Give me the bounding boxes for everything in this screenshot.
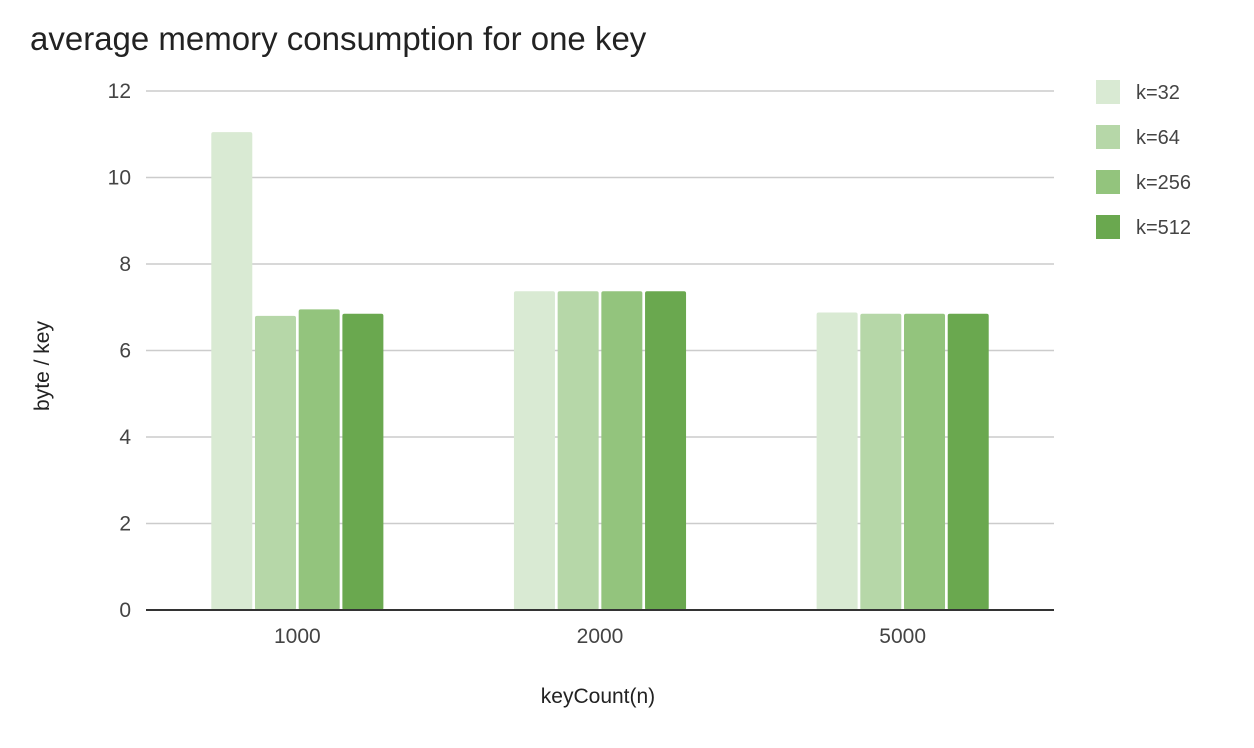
legend-label: k=32 [1136, 82, 1180, 104]
x-tick-label: 1000 [274, 625, 321, 648]
legend-label: k=512 [1136, 217, 1191, 239]
y-axis-title: byte / key [31, 321, 54, 411]
legend: k=32 k=64 k=256 k=512 [1096, 80, 1191, 239]
y-tick-label: 6 [119, 340, 131, 363]
legend-label: k=256 [1136, 172, 1191, 194]
y-tick-label: 2 [119, 513, 131, 536]
bar-k256-2000 [601, 291, 643, 610]
chart-title: average memory consumption for one key [30, 20, 647, 57]
x-tick-label: 5000 [879, 625, 926, 648]
y-tick-label: 10 [108, 167, 131, 190]
bar-k512-5000 [947, 313, 989, 610]
x-axis-title: keyCount(n) [541, 685, 655, 708]
bar-k512-2000 [645, 291, 687, 610]
y-tick-label: 8 [119, 253, 131, 276]
y-tick-label: 12 [108, 80, 131, 103]
axes: 0 2 4 6 8 10 12 1000 2000 5000 [108, 80, 1054, 648]
bar-k32-5000 [816, 312, 858, 610]
x-tick-label: 2000 [577, 625, 624, 648]
bar-k256-5000 [904, 313, 946, 610]
bar-k32-2000 [513, 291, 555, 610]
bar-k64-5000 [860, 313, 902, 610]
legend-swatch [1096, 170, 1120, 194]
bar-k512-1000 [342, 313, 384, 610]
bar-k256-1000 [298, 309, 340, 610]
legend-label: k=64 [1136, 127, 1180, 149]
bar-k64-1000 [254, 315, 296, 610]
bar-k32-1000 [211, 132, 253, 610]
legend-swatch [1096, 215, 1120, 239]
gridlines [146, 90, 1054, 525]
y-tick-label: 0 [119, 599, 131, 622]
legend-swatch [1096, 80, 1120, 104]
legend-swatch [1096, 125, 1120, 149]
y-tick-label: 4 [119, 426, 131, 449]
bars [211, 132, 989, 610]
bar-k64-2000 [557, 291, 599, 610]
